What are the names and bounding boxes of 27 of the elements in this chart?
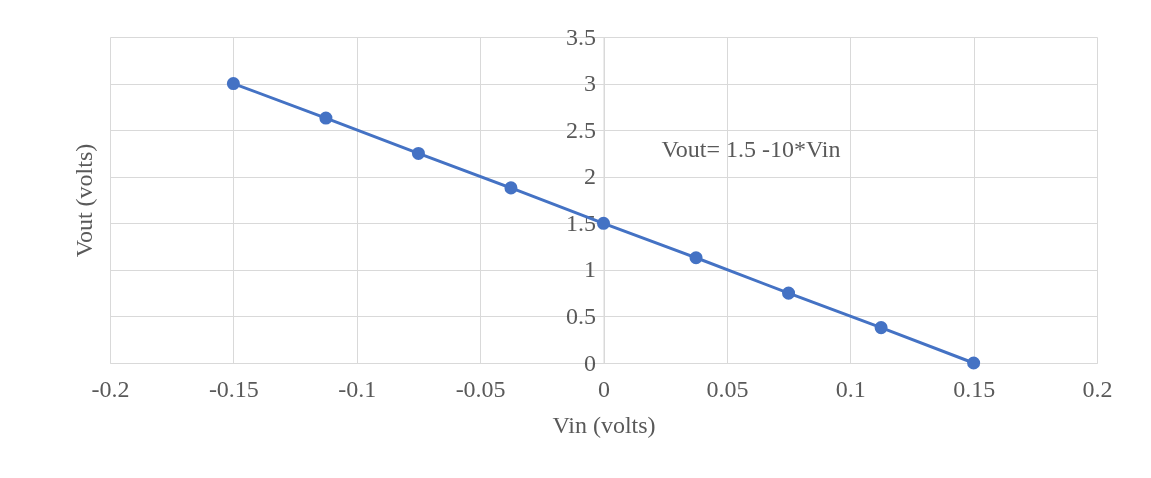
x-axis-title: Vin (volts) [552, 411, 656, 438]
point [504, 181, 518, 195]
point [596, 216, 611, 230]
point [689, 251, 703, 265]
x-tick-label: -0.2 [91, 375, 130, 402]
y-tick-label: 3.5 [566, 23, 596, 50]
x-tick-label: 0.1 [835, 375, 866, 402]
point [411, 146, 425, 160]
x-tick-label: -0.1 [338, 375, 377, 402]
y-tick-label: 1 [584, 256, 596, 283]
x-tick-label: -0.15 [208, 375, 259, 402]
x-tick-label: 0.15 [953, 375, 996, 402]
point [319, 111, 333, 125]
annotation: Vout= 1.5 -10*Vin [661, 136, 841, 162]
y-tick-label: 3 [584, 70, 596, 97]
y-tick-label: 2 [584, 163, 596, 190]
y-tick-label: 0.5 [566, 302, 596, 329]
x-tick-label: 0.2 [1082, 375, 1113, 402]
y-axis-title: Vout (volts) [70, 143, 97, 258]
point [967, 356, 981, 370]
x-tick-label: 0.05 [706, 375, 749, 402]
y-tick-label: 2.5 [566, 116, 596, 143]
point [874, 321, 888, 335]
point [782, 286, 796, 300]
y-tick-label: 0 [584, 349, 596, 376]
point [226, 77, 240, 91]
x-tick-label: -0.05 [455, 375, 506, 402]
